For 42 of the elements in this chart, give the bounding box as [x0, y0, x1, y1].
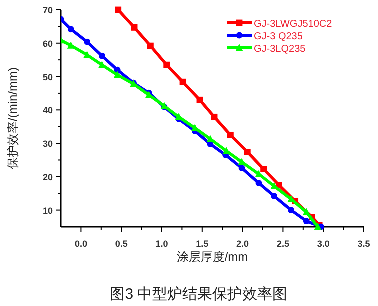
- legend-label: GJ-3LWGJ510C2: [254, 19, 333, 30]
- point: [244, 149, 251, 156]
- x-tick-label: 3.0: [317, 239, 330, 249]
- y-tick-label: 30: [42, 139, 53, 150]
- y-tick-label: 60: [42, 38, 53, 49]
- point: [131, 24, 138, 31]
- legend-label: GJ-3 Q235: [254, 32, 304, 42]
- point: [211, 114, 218, 120]
- point: [114, 71, 122, 78]
- legend-label: GJ-3LQ235: [254, 44, 306, 55]
- y-tick-label: 40: [42, 106, 53, 116]
- point: [68, 26, 74, 33]
- y-tick-label: 50: [42, 72, 53, 82]
- x-tick-label: 1.0: [156, 239, 168, 249]
- point: [256, 180, 262, 186]
- x-tick-label: 0.0: [74, 239, 88, 249]
- x-tick-label: 3.5: [358, 239, 370, 249]
- point: [227, 132, 234, 138]
- point: [99, 52, 106, 60]
- point: [260, 166, 268, 172]
- point: [238, 165, 246, 172]
- point: [303, 218, 310, 225]
- x-tick-label: 2.5: [276, 239, 290, 249]
- text: 图3 中型炉结果保护效率图: [110, 286, 288, 303]
- point: [84, 38, 90, 46]
- x-axis-title: 涂层厚度/mm: [176, 250, 248, 264]
- point: [164, 62, 170, 68]
- x-tick-label: 1.5: [196, 239, 209, 249]
- y-axis-title: 保护效率/(min/mm): [6, 68, 20, 170]
- y-tick-label: 20: [42, 172, 53, 182]
- y-tick-label: 10: [42, 206, 53, 216]
- x-tick-label: 2.0: [236, 239, 250, 249]
- y-tick-label: 70: [42, 6, 53, 16]
- point: [115, 6, 122, 14]
- point: [180, 78, 186, 86]
- point: [288, 207, 294, 214]
- point: [302, 208, 310, 216]
- x-tick-label: 0.5: [115, 239, 128, 249]
- point: [196, 96, 204, 104]
- point: [271, 193, 278, 200]
- point: [147, 42, 154, 50]
- point: [67, 42, 75, 49]
